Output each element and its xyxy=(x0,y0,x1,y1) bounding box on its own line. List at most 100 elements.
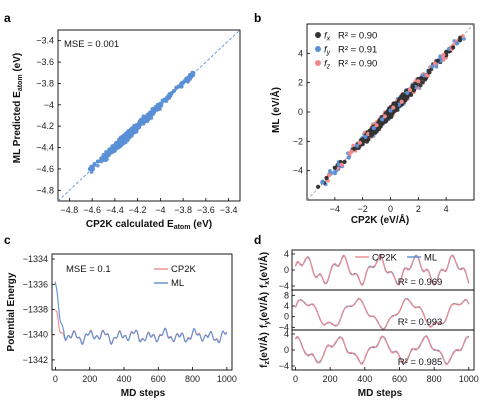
panel-d-y-tick-label-x: 4 xyxy=(284,249,289,259)
panel-a-y-tick-label: −4.2 xyxy=(36,121,54,131)
panel-a-data-point xyxy=(190,71,195,76)
panel-b-data-point-x xyxy=(427,70,432,75)
panel-c-legend-label-ml: ML xyxy=(171,278,184,289)
panel-b-data-point-z xyxy=(349,149,354,154)
panel-b-x-tick-label: −4 xyxy=(330,204,340,214)
panel-c-series-line-ml xyxy=(54,281,228,346)
panel-b-cloud-point-x xyxy=(421,80,425,85)
panel-a-cloud-point xyxy=(89,170,94,174)
panel-a-data-point xyxy=(92,162,97,167)
panel-b-data-point-z xyxy=(327,172,332,178)
panel-b-data-point-x xyxy=(444,49,449,54)
panel-b-data-point-x xyxy=(377,120,382,125)
panel-a-y-axis-label: ML Predicted Eatom (eV) xyxy=(12,53,24,163)
panel-d-r2-x: R² = 0.969 xyxy=(398,277,443,288)
panel-c-y-tick-label: −1334 xyxy=(23,254,48,264)
panel-b-data-point-z xyxy=(424,73,429,78)
panel-a-x-tick-label: −4 xyxy=(155,205,165,215)
panel-d-x-tick-label: 1000 xyxy=(459,374,479,384)
panel-d-y-tick-label-y: 0 xyxy=(284,312,289,322)
panel-d-r2-z: R² = 0.985 xyxy=(398,357,443,368)
panel-b-legend-label-y: fy xyxy=(324,45,331,57)
panel-b-data-point-z xyxy=(339,162,344,167)
panel-b-x-tick-label: −2 xyxy=(358,204,368,214)
panel-d-y-tick-label-y: 8 xyxy=(284,290,289,300)
panel-b-data-point-y xyxy=(363,134,368,140)
panel-a-x-tick-label: −4.6 xyxy=(83,205,101,215)
panel-c-chart: MSE = 0.1 MD steps Potential Energy 0 200… xyxy=(6,253,237,399)
panel-a-y-tick-label: −4.4 xyxy=(36,143,54,153)
panel-b-data-point-x xyxy=(435,58,440,63)
panel-d-r2-y: R² = 0.993 xyxy=(398,317,443,328)
panel-b-data-point-x xyxy=(410,84,415,90)
panel-b-x-tick-label: 2 xyxy=(416,204,421,214)
panel-d-x-tick-label: 800 xyxy=(427,374,442,384)
panel-c-y-tick-label: −1336 xyxy=(23,279,48,289)
panel-a-data-point xyxy=(103,155,108,160)
panel-b-x-axis-label: CP2K (eV/Å) xyxy=(351,213,409,226)
panel-d-y-tick-label-z: −4 xyxy=(279,361,289,371)
panel-label-d: d xyxy=(254,233,261,247)
panel-b-data-point-x xyxy=(451,45,456,50)
panel-a-data-point xyxy=(151,108,156,113)
panel-b-cloud-point-y xyxy=(462,36,466,41)
panel-a-x-tick-label: −3.8 xyxy=(174,205,192,215)
panel-a-data-point xyxy=(87,166,92,171)
panel-b-legend-r2-y: R² = 0.91 xyxy=(338,45,377,56)
panel-b-data-point-x xyxy=(342,159,347,164)
panel-b-data-point-y xyxy=(430,64,435,69)
panel-d-y-tick-label-y: −4 xyxy=(279,322,289,332)
panel-a-data-point xyxy=(110,149,115,154)
panel-b-data-point-y xyxy=(346,155,351,160)
panel-a-cloud-point xyxy=(149,116,154,120)
panel-b-y-tick-label: −4 xyxy=(293,166,303,176)
panel-d-y-axis-label-x: fx(eV/Å) xyxy=(257,252,271,288)
panel-label-b: b xyxy=(254,11,261,25)
panel-c-mse-annotation: MSE = 0.1 xyxy=(66,264,111,275)
panel-a-data-point xyxy=(118,141,123,146)
panel-b-data-point-y xyxy=(371,126,376,131)
panel-d-subplot-frame-y xyxy=(291,289,475,331)
panel-d-series-line-cp2k-y xyxy=(294,297,470,330)
panel-d-x-tick-label: 600 xyxy=(392,374,407,384)
panel-b-data-point-y xyxy=(405,90,410,96)
panel-c-x-tick-label: 200 xyxy=(82,374,97,384)
panel-a-data-point xyxy=(99,156,104,161)
panel-b-data-point-x xyxy=(324,175,329,181)
panel-a-x-tick-label: −3.6 xyxy=(197,205,215,215)
panel-a-x-tick-label: −3.4 xyxy=(220,205,238,215)
panel-b-cloud-point-z xyxy=(460,34,465,38)
panel-a-y-tick-label: −3.4 xyxy=(36,36,54,46)
panel-a-data-point xyxy=(135,125,140,130)
panel-a-mse-annotation: MSE = 0.001 xyxy=(64,39,119,50)
panel-b-cloud-point-y xyxy=(438,54,443,59)
panel-a-data-point xyxy=(106,150,111,155)
panel-c-y-tick-label: −1340 xyxy=(23,330,48,340)
panel-b-data-point-x xyxy=(402,96,407,101)
panel-a-y-tick-label: −4 xyxy=(44,100,54,110)
panel-b-data-point-x xyxy=(368,131,374,137)
panel-a-data-point xyxy=(185,76,190,81)
panel-b-data-point-z xyxy=(374,123,379,128)
panel-d-series-line-ml-y xyxy=(294,298,470,330)
panel-b-data-point-x xyxy=(393,102,399,107)
panel-b-data-point-x xyxy=(360,137,365,142)
panel-d-x-tick-label: 0 xyxy=(293,374,298,384)
panel-a-data-point xyxy=(132,128,137,133)
panel-a-frame xyxy=(57,29,241,202)
panel-d-y-tick-label-y: 4 xyxy=(284,301,289,311)
panel-b-data-point-y xyxy=(320,180,325,185)
panel-b-legend-label-z: fz xyxy=(324,59,331,71)
panel-c-y-tick-label: −1338 xyxy=(23,304,48,314)
panel-a-x-tick-label: −4.8 xyxy=(60,205,78,215)
panel-a-data-point xyxy=(158,101,163,106)
panel-d-y-axis-label-z: fz(eV/Å) xyxy=(257,332,271,368)
panel-b-data-point-z xyxy=(391,105,396,110)
panel-b-data-point-x xyxy=(419,76,424,81)
panel-b-y-tick-label: 2 xyxy=(298,78,303,88)
panel-b-legend-marker-y xyxy=(315,46,321,52)
panel-a-y-tick-label: −3.6 xyxy=(36,57,54,67)
panel-d-x-tick-label: 200 xyxy=(323,374,338,384)
panel-a-data-point xyxy=(142,118,147,123)
